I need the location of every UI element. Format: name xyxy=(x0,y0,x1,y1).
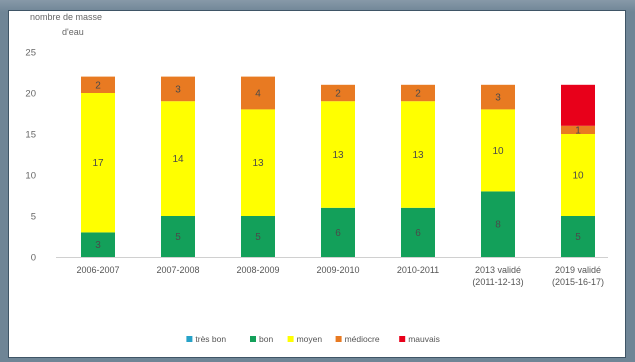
bar-segment xyxy=(561,216,595,257)
y-tick-label: 15 xyxy=(25,130,36,141)
x-tick-label: 2006-2007 xyxy=(76,265,119,275)
y-axis-title: d'eau xyxy=(62,27,84,37)
data-label: 5 xyxy=(255,232,261,243)
data-label: 14 xyxy=(172,154,184,165)
x-tick-label: 2013 validé xyxy=(475,265,521,275)
bar-segment xyxy=(481,84,515,110)
x-tick-label: (2015-16-17) xyxy=(552,277,604,287)
data-label: 3 xyxy=(495,93,501,104)
data-label: 2 xyxy=(335,89,341,100)
bar-segment xyxy=(401,84,435,102)
bar-segment xyxy=(321,84,355,102)
data-label: 13 xyxy=(332,150,344,161)
legend-swatch xyxy=(186,336,193,342)
x-tick-label: 2010-2011 xyxy=(397,265,439,275)
x-tick-label: 2019 validé xyxy=(555,265,601,275)
bar-segment xyxy=(161,216,195,257)
data-label: 13 xyxy=(412,150,424,161)
data-label: 5 xyxy=(175,232,181,243)
legend-swatch xyxy=(399,336,406,342)
bar-segment xyxy=(81,76,115,93)
y-tick-label: 20 xyxy=(25,89,36,100)
legend-label: bon xyxy=(259,334,273,344)
data-label: 3 xyxy=(95,240,101,251)
bar-segment xyxy=(81,232,115,257)
data-label: 10 xyxy=(572,171,584,182)
bar-segment xyxy=(561,125,595,134)
bar-segment xyxy=(241,76,275,110)
x-tick-label: 2009-2010 xyxy=(316,265,359,275)
legend-label: moyen xyxy=(297,334,323,344)
bar-segment xyxy=(401,101,435,208)
data-label: 8 xyxy=(495,220,501,231)
y-tick-label: 0 xyxy=(31,253,36,264)
data-label: 6 xyxy=(415,228,421,239)
bar-segment xyxy=(481,109,515,192)
bar-segment xyxy=(401,207,435,257)
bar-segment xyxy=(481,191,515,257)
data-label: 1 xyxy=(575,125,581,136)
data-label: 2 xyxy=(95,80,101,91)
data-label: 5 xyxy=(575,232,581,243)
bar-segment xyxy=(561,134,595,216)
data-label: 4 xyxy=(255,89,261,100)
legend-label: très bon xyxy=(195,334,226,344)
bar-segment xyxy=(321,101,355,208)
y-tick-label: 10 xyxy=(25,171,36,182)
legend-label: mauvais xyxy=(408,334,440,344)
x-tick-label: (2011-12-13) xyxy=(472,277,523,287)
data-label: 2 xyxy=(415,89,421,100)
y-tick-label: 25 xyxy=(25,48,36,59)
bar-segment xyxy=(241,216,275,257)
y-axis-title: nombre de masse xyxy=(30,12,102,22)
bar-segment xyxy=(561,84,595,126)
data-label: 13 xyxy=(252,158,264,169)
data-label: 17 xyxy=(92,158,104,169)
data-label: 3 xyxy=(175,84,181,95)
data-label: 6 xyxy=(335,228,341,239)
bar-segment xyxy=(161,76,195,102)
legend-swatch xyxy=(250,336,256,342)
legend-swatch xyxy=(287,336,294,342)
x-tick-label: 2007-2008 xyxy=(156,265,199,275)
legend-label: médiocre xyxy=(345,334,380,344)
legend-swatch xyxy=(335,336,342,342)
data-label: 10 xyxy=(492,146,504,157)
y-tick-label: 5 xyxy=(31,212,36,223)
window-frame xyxy=(0,0,635,12)
bar-segment xyxy=(321,207,355,257)
bar-segment xyxy=(81,93,115,233)
x-tick-label: 2008-2009 xyxy=(236,265,279,275)
bar-segment xyxy=(161,101,195,216)
bar-segment xyxy=(241,109,275,216)
